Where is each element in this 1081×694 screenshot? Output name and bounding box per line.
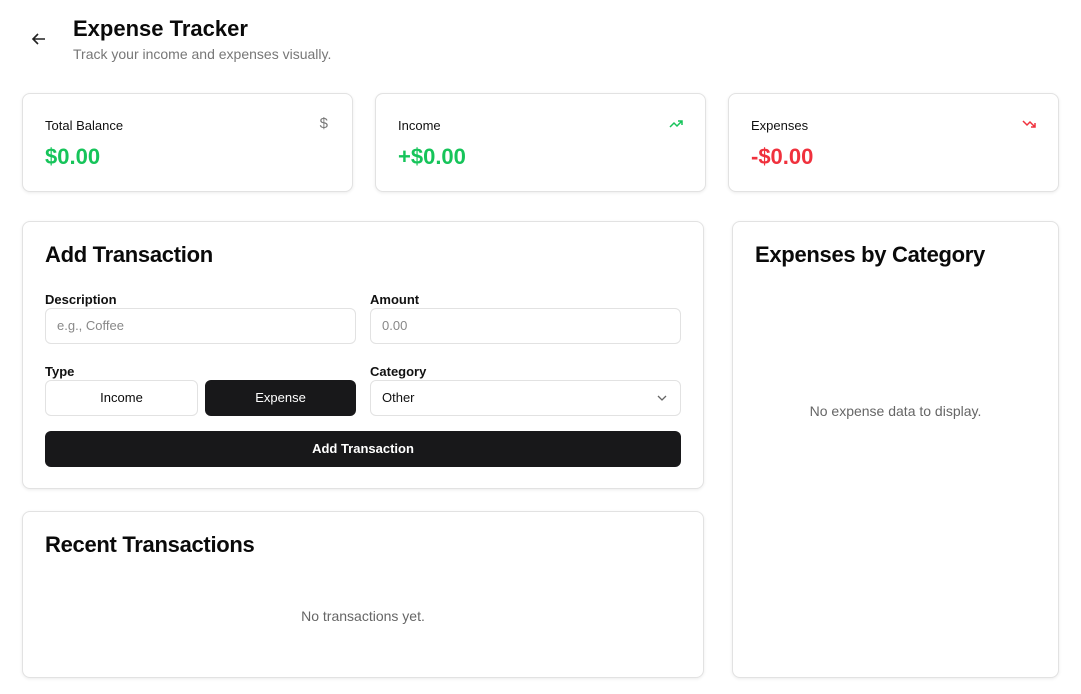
expenses-by-category-card: Expenses by Category No expense data to …	[732, 221, 1059, 678]
stat-value: -$0.00	[751, 144, 814, 169]
description-label: Description	[45, 292, 117, 307]
stat-label: Income	[398, 118, 441, 133]
page-title: Expense Tracker	[73, 16, 248, 41]
stat-card-balance: Total Balance $ $0.00	[22, 93, 353, 192]
type-expense-button[interactable]: Expense	[205, 380, 356, 416]
stat-value: +$0.00	[398, 144, 466, 169]
stat-card-expenses: Expenses -$0.00	[728, 93, 1059, 192]
trending-down-icon	[1022, 120, 1036, 128]
description-input[interactable]: e.g., Coffee	[45, 308, 356, 344]
type-label: Type	[45, 364, 75, 379]
empty-chart-text: No expense data to display.	[809, 403, 982, 419]
add-transaction-card: Add Transaction Description e.g., Coffee…	[22, 221, 704, 489]
stat-card-income: Income +$0.00	[375, 93, 706, 192]
type-income-button[interactable]: Income	[45, 380, 198, 416]
empty-transactions-text: No transactions yet.	[301, 608, 425, 624]
stat-value: $0.00	[45, 144, 101, 169]
category-value: Other	[382, 390, 415, 405]
amount-label: Amount	[370, 292, 420, 307]
recent-transactions-card: Recent Transactions No transactions yet.	[22, 511, 704, 678]
page-subtitle: Track your income and expenses visually.	[73, 46, 332, 62]
add-transaction-title: Add Transaction	[45, 242, 213, 267]
arrow-left-icon[interactable]	[31, 31, 47, 47]
chart-title: Expenses by Category	[755, 242, 985, 267]
dollar-icon: $	[319, 115, 328, 132]
category-label: Category	[370, 364, 427, 379]
recent-transactions-title: Recent Transactions	[45, 532, 255, 557]
stat-label: Total Balance	[45, 118, 124, 133]
add-transaction-button[interactable]: Add Transaction	[45, 431, 681, 467]
chevron-down-icon	[657, 395, 667, 401]
trending-up-icon	[669, 120, 683, 128]
stat-label: Expenses	[751, 118, 809, 133]
category-select[interactable]: Other	[370, 380, 681, 416]
amount-input[interactable]: 0.00	[370, 308, 681, 344]
